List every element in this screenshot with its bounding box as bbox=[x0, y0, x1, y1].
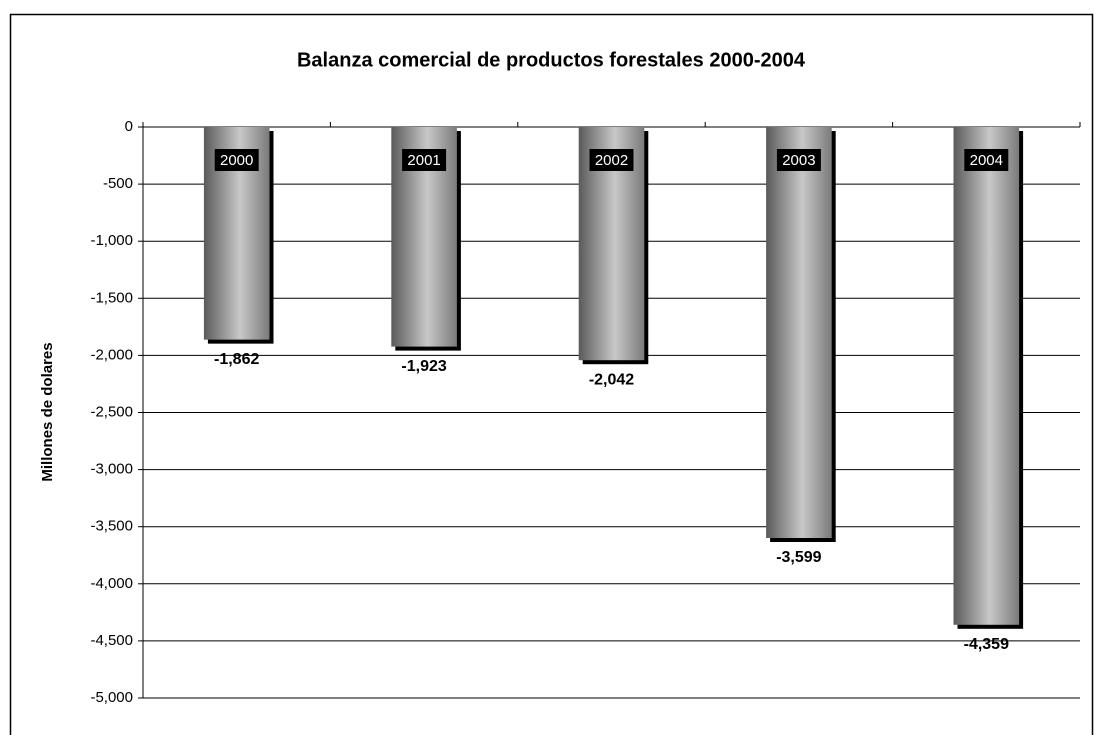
value-label: -1,862 bbox=[214, 351, 259, 368]
category-label-bg bbox=[214, 149, 259, 171]
category-label: 2002 bbox=[595, 152, 628, 169]
category-label-bg bbox=[589, 149, 634, 171]
y-tick-label: -4,000 bbox=[90, 575, 133, 592]
chart-frame bbox=[9, 13, 1094, 735]
chart-title: Balanza comercial de productos forestale… bbox=[297, 49, 806, 71]
y-tick-label: -500 bbox=[103, 175, 133, 192]
category-label: 2003 bbox=[782, 152, 815, 169]
value-label: -3,599 bbox=[776, 549, 821, 566]
category-label-bg bbox=[964, 149, 1009, 171]
category-label: 2004 bbox=[970, 152, 1003, 169]
y-tick-label: -1,500 bbox=[90, 289, 133, 306]
y-tick-label: -1,000 bbox=[90, 232, 133, 249]
y-tick-label: 0 bbox=[125, 118, 133, 135]
category-label: 2000 bbox=[220, 152, 253, 169]
bar bbox=[953, 127, 1020, 625]
y-tick-label: -3,500 bbox=[90, 518, 133, 535]
value-label: -2,042 bbox=[589, 371, 634, 388]
y-tick-label: -2,000 bbox=[90, 346, 133, 363]
y-tick-label: -4,500 bbox=[90, 632, 133, 649]
y-tick-label: -5,000 bbox=[90, 689, 133, 706]
value-label: -1,923 bbox=[401, 358, 446, 375]
y-axis-title: Millones de dolares bbox=[39, 342, 56, 481]
y-tick-label: -2,500 bbox=[90, 403, 133, 420]
value-label: -4,359 bbox=[964, 636, 1009, 653]
category-label: 2001 bbox=[407, 152, 440, 169]
category-label-bg bbox=[402, 149, 447, 171]
category-label-bg bbox=[776, 149, 821, 171]
bar bbox=[766, 127, 832, 539]
y-tick-label: -3,000 bbox=[90, 461, 133, 478]
